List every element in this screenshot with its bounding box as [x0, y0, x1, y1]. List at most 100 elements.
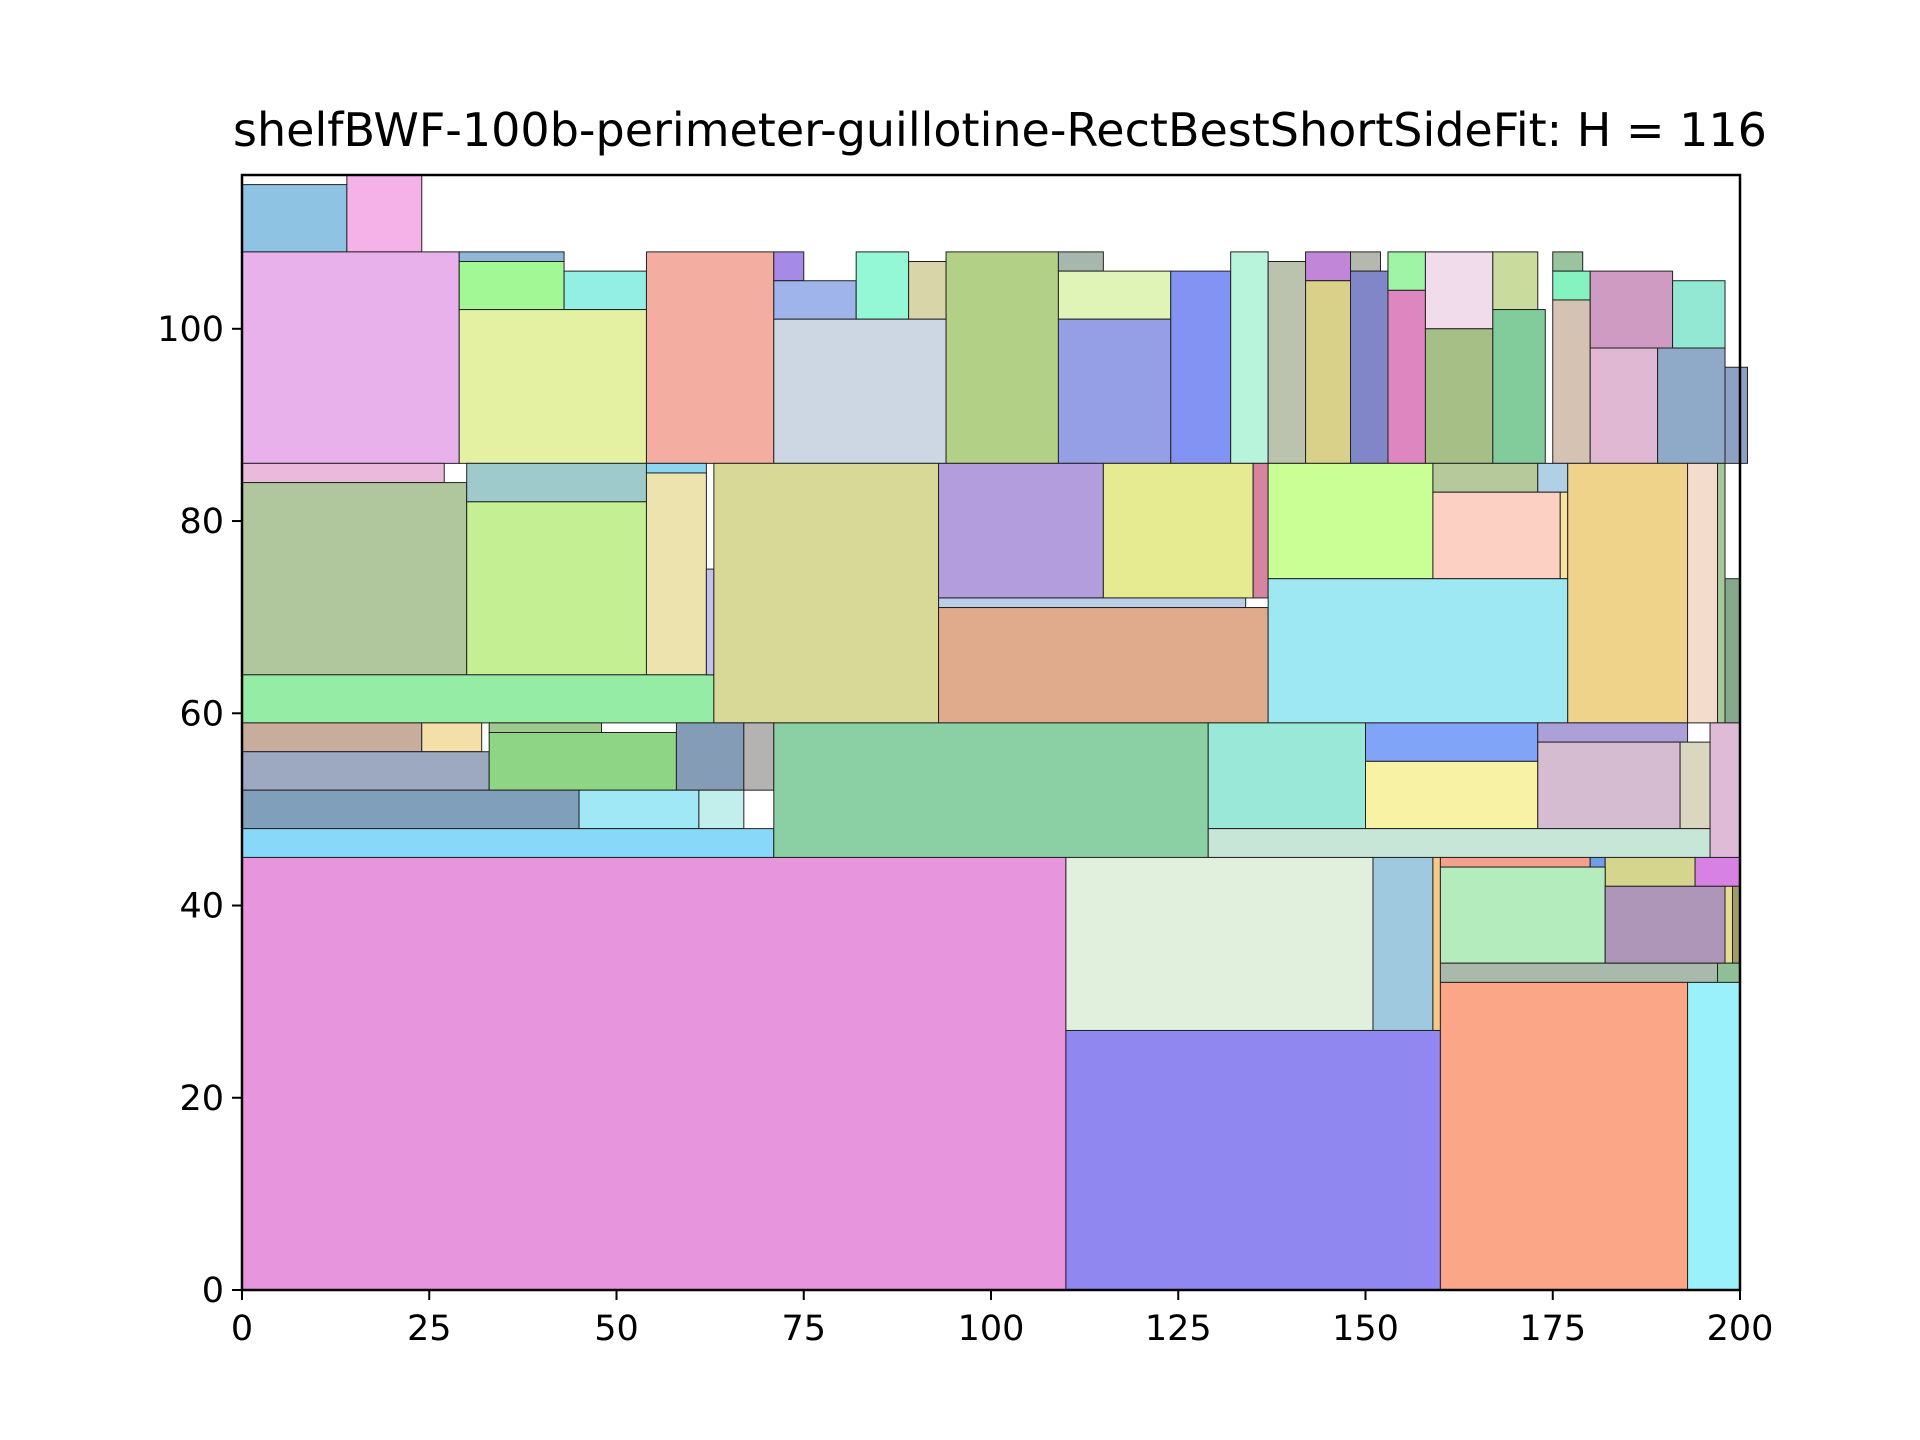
- packed-rect-57: [1267, 578, 1569, 724]
- packed-rect-0: [241, 184, 348, 253]
- packed-rect-31: [1552, 270, 1591, 301]
- x-tick-label: 150: [1332, 1309, 1399, 1349]
- packed-rect-45: [705, 568, 715, 676]
- packed-rect-13: [945, 251, 1059, 464]
- packed-rect-76: [1537, 722, 1689, 743]
- packed-rect-32: [1552, 299, 1591, 464]
- packed-rect-24: [1387, 251, 1426, 291]
- packed-rect-81: [1207, 828, 1711, 858]
- packed-rect-14: [1057, 251, 1104, 272]
- packed-rect-64: [488, 722, 603, 734]
- packed-rect-43: [645, 472, 707, 676]
- packed-rect-2: [241, 251, 460, 464]
- packed-rect-12: [773, 318, 947, 464]
- packed-rect-92: [1604, 885, 1726, 964]
- x-tick-label: 0: [231, 1309, 253, 1349]
- packed-rect-21: [1305, 280, 1352, 464]
- packed-rect-66: [488, 732, 677, 791]
- packed-rect-9: [773, 280, 857, 320]
- packed-rect-84: [1372, 856, 1434, 1031]
- packed-rect-25: [1387, 289, 1426, 464]
- packed-rect-55: [1432, 491, 1561, 580]
- packed-rect-83: [1065, 856, 1374, 1031]
- packed-rect-87: [1439, 856, 1591, 868]
- packed-rect-96: [1717, 962, 1741, 983]
- packed-rect-73: [773, 722, 1209, 858]
- packed-rect-78: [1537, 741, 1681, 830]
- packed-rect-53: [1432, 462, 1539, 493]
- packed-rect-42: [645, 462, 707, 474]
- packed-rect-91: [1439, 866, 1606, 964]
- packed-rect-71: [698, 789, 745, 830]
- packed-rect-40: [466, 462, 647, 503]
- packed-rect-6: [458, 309, 647, 464]
- packed-rect-37: [1724, 366, 1748, 464]
- y-tick-label: 60: [179, 694, 224, 734]
- packed-rect-16: [1057, 318, 1172, 464]
- x-tick-label: 125: [1145, 1309, 1212, 1349]
- packed-rect-52: [1267, 462, 1434, 580]
- packed-rect-17: [1170, 270, 1232, 464]
- packed-rect-50: [938, 597, 1247, 609]
- x-tick-label: 75: [781, 1309, 826, 1349]
- packed-rect-30: [1552, 251, 1584, 272]
- y-tick-label: 0: [202, 1271, 224, 1311]
- packed-rect-97: [1439, 981, 1689, 1291]
- packed-rect-85: [1432, 856, 1441, 1031]
- packed-rect-68: [743, 722, 775, 791]
- y-tick-label: 80: [179, 502, 224, 542]
- packed-rect-1: [346, 174, 423, 253]
- packed-rectangles: [241, 174, 1748, 1291]
- packed-rect-8: [773, 251, 805, 282]
- packed-rect-62: [241, 722, 423, 753]
- packed-rect-88: [1589, 856, 1606, 868]
- x-axis: 0 25 50 75 100 125 150 175 200: [231, 1290, 1773, 1349]
- packed-rect-86: [1065, 1029, 1441, 1291]
- packed-rect-15: [1057, 270, 1172, 320]
- packed-rect-22: [1350, 251, 1381, 272]
- packed-rect-79: [1679, 741, 1711, 830]
- packed-rect-98: [1687, 981, 1741, 1291]
- packed-rect-61: [1724, 578, 1741, 724]
- packed-rect-89: [1604, 856, 1696, 887]
- packed-rect-41: [466, 501, 647, 676]
- packed-rect-5: [563, 270, 647, 311]
- y-tick-label: 20: [179, 1079, 224, 1119]
- packed-rect-28: [1492, 251, 1539, 311]
- chart-title: shelfBWF-100b-perimeter-guillotine-RectB…: [233, 103, 1767, 157]
- packed-rect-29: [1492, 309, 1546, 464]
- packed-rect-33: [1589, 270, 1674, 349]
- packed-rect-18: [1230, 251, 1269, 464]
- packed-rect-36: [1657, 347, 1726, 464]
- packed-rect-58: [1567, 462, 1689, 724]
- packed-rect-27: [1424, 328, 1494, 464]
- packed-rect-26: [1424, 251, 1494, 330]
- packed-rect-4: [458, 261, 565, 311]
- packed-rect-75: [1365, 722, 1539, 762]
- packed-rect-80: [1709, 722, 1741, 858]
- packed-rect-34: [1589, 347, 1659, 464]
- x-tick-label: 25: [407, 1309, 452, 1349]
- packed-rect-49: [1252, 462, 1269, 599]
- packed-rect-93: [1724, 885, 1734, 964]
- y-tick-label: 40: [179, 887, 224, 927]
- packed-rect-59: [1687, 462, 1719, 724]
- packed-rect-44: [241, 674, 715, 724]
- packed-rect-60: [1717, 462, 1726, 724]
- packed-rect-82: [241, 856, 1067, 1291]
- packed-rect-39: [241, 482, 468, 676]
- packed-rect-51: [938, 607, 1269, 724]
- packed-rect-3: [458, 251, 565, 263]
- packed-rect-67: [675, 722, 745, 791]
- packed-rect-7: [645, 251, 775, 464]
- packed-rect-35: [1672, 280, 1726, 349]
- packed-rect-20: [1305, 251, 1352, 282]
- packed-rect-70: [578, 789, 700, 830]
- packed-rect-63: [421, 722, 483, 753]
- packed-rect-38: [241, 462, 445, 484]
- x-tick-label: 50: [594, 1309, 639, 1349]
- packed-rect-56: [1559, 491, 1569, 580]
- packed-rect-10: [855, 251, 910, 320]
